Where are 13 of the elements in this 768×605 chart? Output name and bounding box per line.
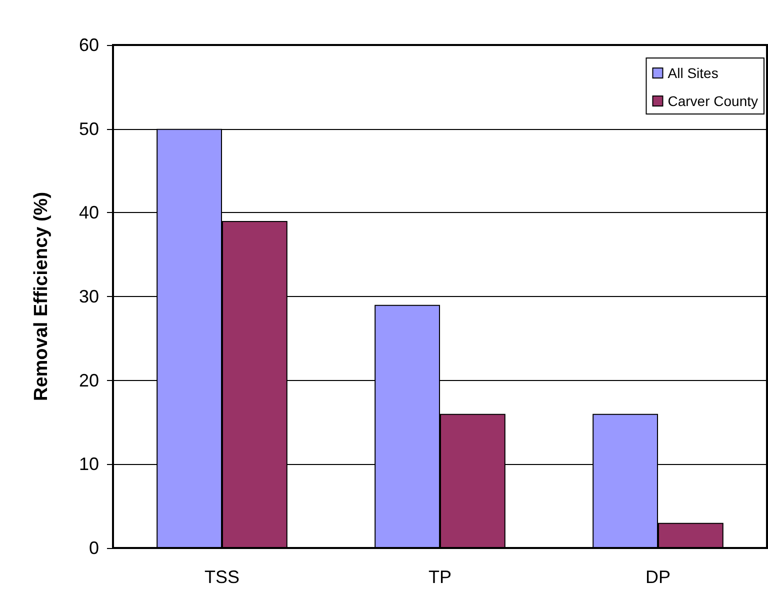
y-tick-label: 10	[78, 454, 99, 474]
y-tick-label: 20	[78, 370, 99, 390]
y-tick-label: 60	[78, 35, 99, 55]
y-tick-label: 30	[78, 286, 99, 306]
x-tick-label: TSS	[204, 567, 240, 587]
y-axis-title: Removal Efficiency (%)	[31, 192, 52, 402]
legend-label: Carver County	[668, 93, 758, 109]
y-tick-label: 0	[88, 538, 99, 558]
x-tick-label: DP	[645, 567, 671, 587]
legend-label: All Sites	[668, 65, 718, 81]
x-tick-label: TP	[428, 567, 452, 587]
y-tick-label: 40	[78, 202, 99, 223]
y-tick-label: 50	[78, 118, 99, 139]
